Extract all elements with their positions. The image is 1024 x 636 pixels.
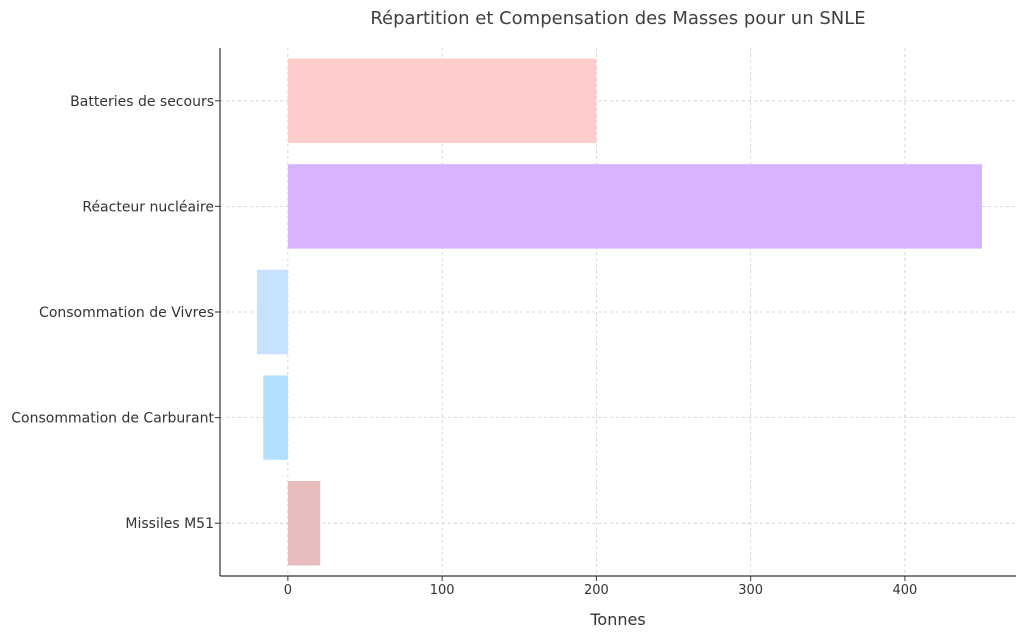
x-axis-label: Tonnes [589, 610, 645, 629]
bars-layer [257, 58, 983, 566]
x-tick-label: 300 [738, 583, 763, 598]
category-label: Réacteur nucléaire [82, 199, 214, 215]
category-label: Missiles M51 [125, 516, 214, 532]
bar-consommation-de-vivres [257, 269, 288, 355]
bar-missiles-m51 [287, 480, 321, 566]
category-labels-layer: Batteries de secours Réacteur nucléaire Co… [11, 94, 214, 532]
chart-title: Répartition et Compensation des Masses p… [370, 8, 865, 29]
ticks-layer: 0 100 200 300 400 [215, 100, 918, 598]
x-tick-label: 100 [430, 583, 455, 598]
x-tick-label: 200 [584, 583, 609, 598]
category-label: Consommation de Vivres [39, 305, 214, 321]
x-tick-label: 0 [284, 583, 292, 598]
category-label: Batteries de secours [70, 94, 214, 110]
bar-consommation-de-carburant [263, 375, 288, 460]
bar-r-acteur-nucl-aire [287, 164, 983, 249]
x-tick-label: 400 [893, 583, 918, 598]
bar-batteries-de-secours [287, 58, 597, 144]
category-label: Consommation de Carburant [11, 411, 214, 427]
